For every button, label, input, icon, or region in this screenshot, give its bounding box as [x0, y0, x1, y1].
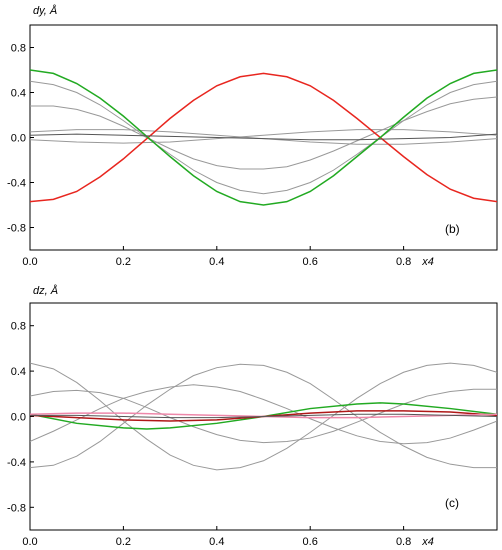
y-tick-label: 0.4	[11, 366, 26, 378]
y-tick-label: -0.4	[7, 457, 26, 469]
y-tick-label: -0.8	[7, 223, 26, 235]
x-axis-label: x4	[421, 536, 434, 548]
series-line-1	[30, 69, 497, 206]
y-tick-label: 0.8	[11, 43, 26, 55]
plot-frame	[29, 24, 498, 251]
x-tick-label: 0.0	[22, 536, 37, 548]
panel-1: 0.8 0.4 0.0 -0.4 -0.8 0.0 0.2 0.4 0.6 0.8 x4 dz, Å (…	[7, 284, 498, 548]
y-axis-label: dz, Å	[33, 284, 58, 297]
y-tick-label: 0.8	[11, 321, 26, 333]
x-tick-label: 0.6	[303, 536, 318, 548]
series-line-2	[30, 388, 497, 444]
series-line-0	[30, 362, 497, 471]
series-line-3	[30, 96, 497, 170]
y-tick-label: 0.0	[11, 133, 26, 145]
series-line-5	[30, 129, 497, 144]
y-tick-label: -0.4	[7, 178, 26, 190]
x-tick-label: 0.6	[303, 256, 318, 268]
series-line-1	[30, 363, 497, 469]
panel-label: (b)	[445, 222, 460, 236]
x-axis-label: x4	[421, 256, 434, 268]
x-tick-label: 0.0	[22, 256, 37, 268]
y-tick-label: 0.4	[11, 88, 26, 100]
x-tick-label: 0.4	[209, 256, 224, 268]
panel-label: (c)	[445, 496, 459, 510]
series-line-6	[30, 133, 497, 141]
panel-0: 0.8 0.4 0.0 -0.4 -0.8 0.0 0.2 0.4 0.6 0.8 x4 dy, Å (…	[7, 4, 498, 268]
y-tick-label: 0.0	[11, 412, 26, 424]
series-line-0	[30, 72, 497, 203]
x-tick-label: 0.2	[116, 536, 131, 548]
x-tick-label: 0.2	[116, 256, 131, 268]
x-tick-label: 0.8	[396, 256, 411, 268]
series-line-2	[30, 80, 497, 195]
series-line-7	[30, 413, 497, 419]
y-tick-label: -0.8	[7, 502, 26, 514]
x-tick-label: 0.8	[396, 536, 411, 548]
x-tick-label: 0.4	[209, 536, 224, 548]
series-line-3	[30, 384, 497, 445]
y-axis-label: dy, Å	[33, 4, 57, 17]
